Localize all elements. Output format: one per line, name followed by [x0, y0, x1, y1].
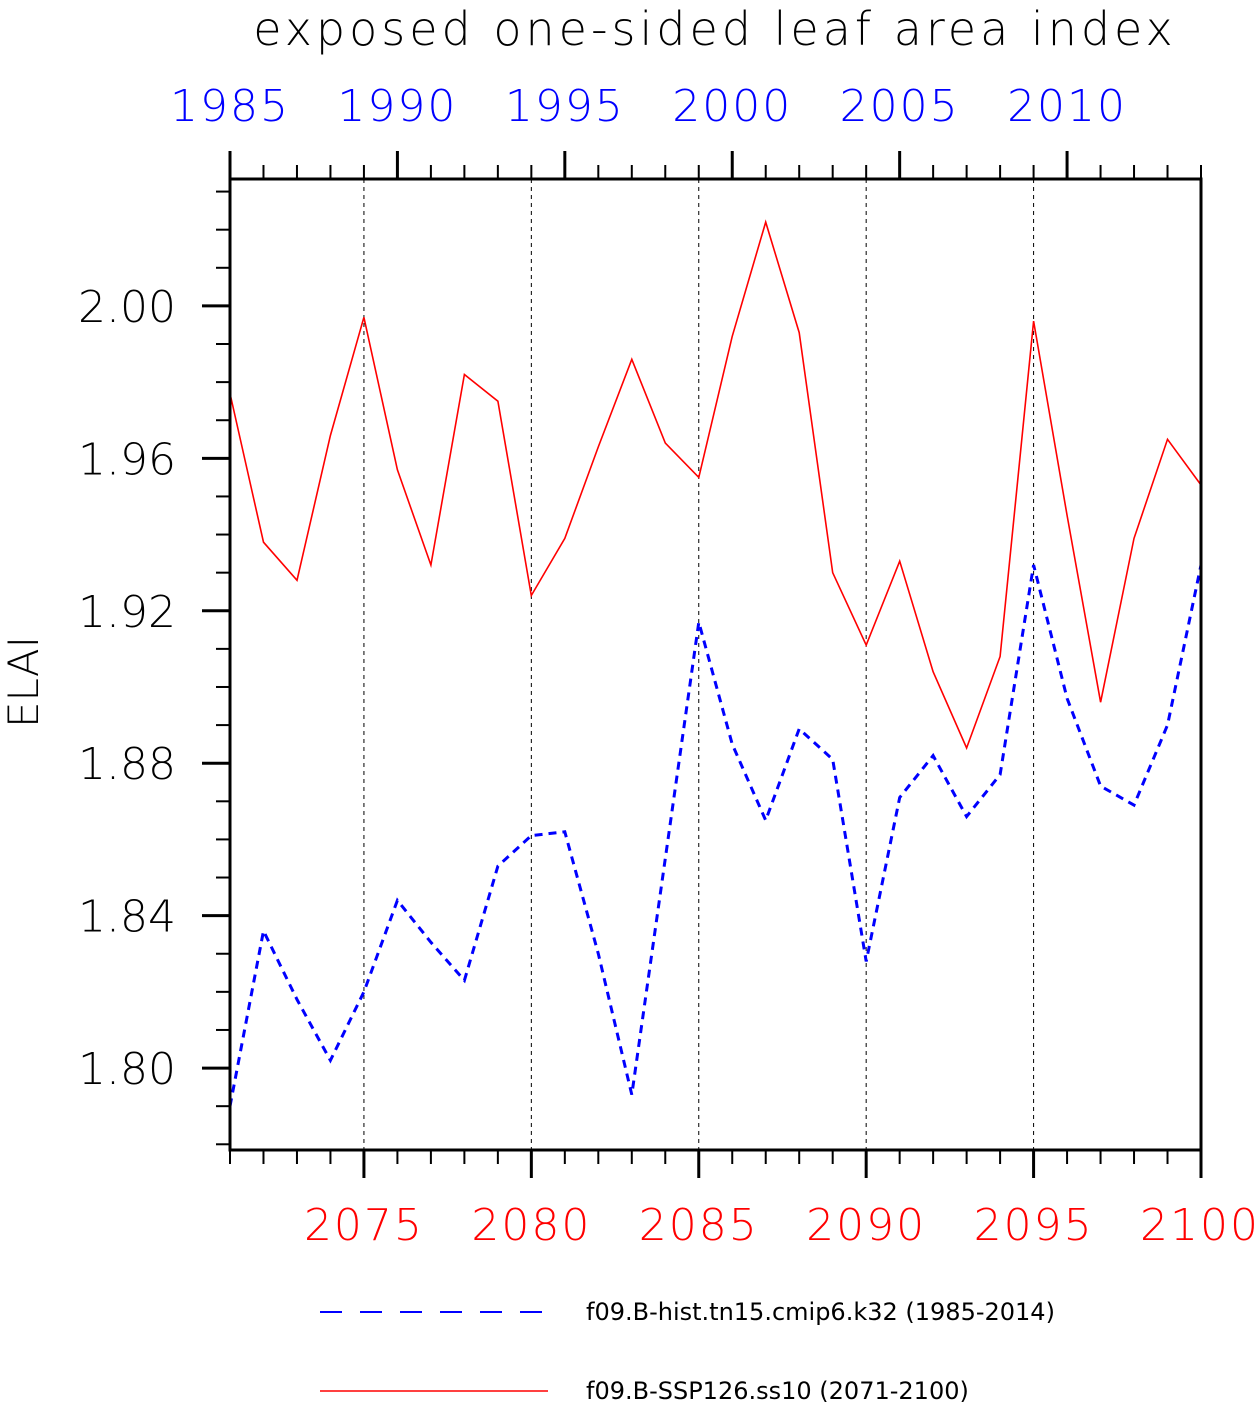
grid-lines: [363, 179, 1035, 1150]
chart-title: exposed one-sided leaf area index: [253, 2, 1177, 56]
legend: f09.B-hist.tn15.cmip6.k32 (1985-2014) f09…: [320, 1298, 1055, 1405]
x-tick-label-2075: 2075: [304, 1200, 424, 1251]
y-tick-label-2.00: 2.00: [78, 282, 176, 333]
top-tick-label-2010: 2010: [1007, 81, 1127, 132]
y-tick-label-1.88: 1.88: [78, 739, 176, 790]
y-tick-label-1.80: 1.80: [78, 1044, 176, 1095]
plot-frame: [228, 177, 1203, 1152]
x-tick-label-2080: 2080: [471, 1200, 591, 1251]
legend-label-0: f09.B-hist.tn15.cmip6.k32 (1985-2014): [586, 1298, 1055, 1326]
x-tick-label-2085: 2085: [639, 1200, 759, 1251]
series-lines: [228, 219, 1203, 1107]
legend-label-1: f09.B-SSP126.ss10 (2071-2100): [586, 1377, 969, 1405]
top-tick-label-1995: 1995: [505, 81, 625, 132]
x-tick-label-2100: 2100: [1140, 1200, 1260, 1251]
series-line-ssp126: [229, 219, 1202, 751]
series-line-hist: [228, 564, 1203, 1107]
x-tick-label-2090: 2090: [806, 1200, 926, 1251]
y-tick-label-1.96: 1.96: [78, 434, 176, 485]
axis-ticks: [202, 151, 1203, 1178]
top-tick-label-2000: 2000: [672, 81, 792, 132]
plot-border: [228, 177, 1203, 1152]
y-tick-label-1.92: 1.92: [78, 587, 176, 638]
y-tick-label-1.84: 1.84: [78, 892, 176, 943]
x-tick-label-2095: 2095: [974, 1200, 1094, 1251]
top-tick-label-1985: 1985: [170, 81, 290, 132]
tick-labels: 1.80 1.84 1.88 1.92 1.96 2.00 2075 2080 2085 2090…: [78, 81, 1260, 1251]
top-tick-label-1990: 1990: [337, 81, 457, 132]
y-axis-label: ELAI: [0, 636, 48, 728]
top-tick-label-2005: 2005: [840, 81, 960, 132]
